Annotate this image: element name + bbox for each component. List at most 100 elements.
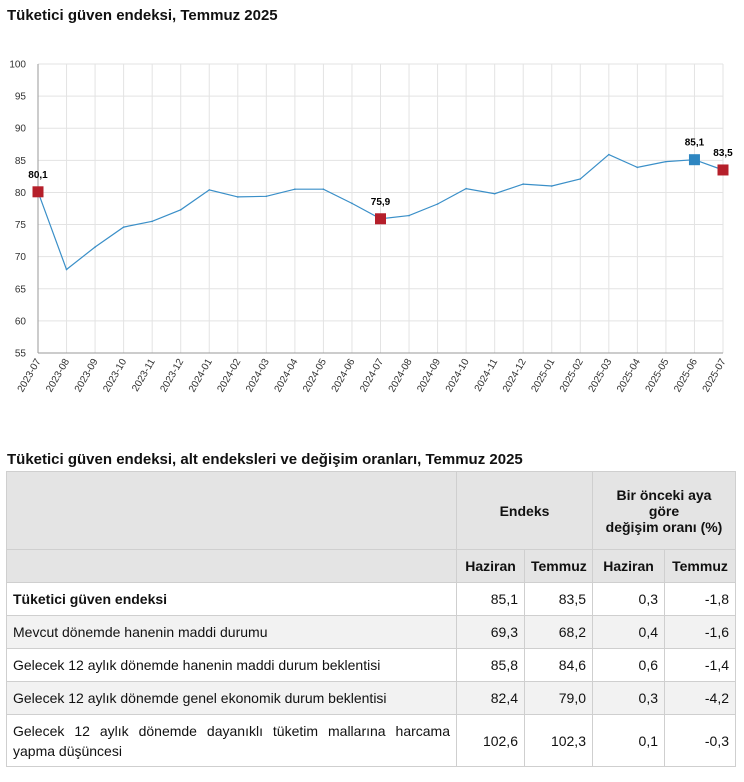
x-tick-label: 2024-09 — [415, 357, 443, 395]
x-tick-label: 2023-07 — [16, 357, 44, 395]
cell-change-temmuz: -1,8 — [665, 583, 736, 616]
highlight-marker — [33, 186, 44, 197]
data-point — [408, 215, 410, 217]
data-point — [465, 188, 467, 190]
header-change-line3: değişim oranı (%) — [599, 519, 729, 535]
data-point — [494, 193, 496, 195]
data-point — [266, 195, 268, 197]
data-point — [208, 189, 210, 191]
data-point — [180, 209, 182, 211]
y-tick-label: 80 — [15, 188, 27, 199]
data-point — [437, 203, 439, 205]
header-change-line1: Bir önceki aya — [599, 487, 729, 503]
cell-change-haziran: 0,1 — [593, 715, 665, 767]
cell-change-haziran: 0,4 — [593, 616, 665, 649]
table-row: Mevcut dönemde hanenin maddi durumu 69,3… — [7, 616, 736, 649]
data-label: 83,5 — [713, 148, 733, 159]
chart-title: Tüketici güven endeksi, Temmuz 2025 — [7, 7, 278, 24]
cell-haziran: 82,4 — [457, 682, 525, 715]
cell-change-haziran: 0,6 — [593, 649, 665, 682]
row-label: Gelecek 12 aylık dönemde hanenin maddi d… — [7, 649, 457, 682]
x-tick-label: 2025-03 — [587, 357, 615, 395]
cell-change-haziran: 0,3 — [593, 682, 665, 715]
cell-temmuz: 79,0 — [525, 682, 593, 715]
highlight-marker — [718, 164, 729, 175]
x-tick-label: 2024-07 — [358, 357, 386, 395]
data-label: 75,9 — [371, 197, 391, 208]
x-tick-label: 2024-12 — [501, 357, 529, 395]
x-tick-label: 2023-10 — [101, 357, 129, 395]
header-haziran-change: Haziran — [593, 550, 665, 583]
sub-index-table: Endeks Bir önceki aya göre değişim oranı… — [6, 471, 736, 767]
highlight-marker — [375, 213, 386, 224]
cell-temmuz: 68,2 — [525, 616, 593, 649]
x-tick-label: 2025-01 — [529, 357, 557, 395]
header-endeks: Endeks — [457, 472, 593, 550]
x-tick-label: 2025-05 — [644, 357, 672, 395]
header-row-groups: Endeks Bir önceki aya göre değişim oranı… — [7, 472, 736, 550]
table-row: Gelecek 12 aylık dönemde genel ekonomik … — [7, 682, 736, 715]
header-temmuz-endeks: Temmuz — [525, 550, 593, 583]
cell-haziran: 85,8 — [457, 649, 525, 682]
row-label: Gelecek 12 aylık dönemde genel ekonomik … — [7, 682, 457, 715]
data-point — [323, 188, 325, 190]
cell-change-temmuz: -1,4 — [665, 649, 736, 682]
cell-change-temmuz: -4,2 — [665, 682, 736, 715]
x-tick-label: 2024-04 — [273, 357, 301, 395]
cell-haziran: 102,6 — [457, 715, 525, 767]
header-change: Bir önceki aya göre değişim oranı (%) — [593, 472, 736, 550]
data-point — [123, 226, 125, 228]
x-tick-label: 2024-05 — [301, 357, 329, 395]
data-point — [608, 154, 610, 156]
data-point — [94, 246, 96, 248]
data-label: 85,1 — [685, 138, 705, 149]
header-blank-2 — [7, 550, 457, 583]
y-tick-label: 100 — [9, 60, 26, 71]
header-haziran-endeks: Haziran — [457, 550, 525, 583]
y-tick-label: 55 — [15, 349, 27, 360]
y-tick-label: 60 — [15, 316, 27, 327]
data-point — [294, 188, 296, 190]
cell-change-haziran: 0,3 — [593, 583, 665, 616]
y-tick-label: 75 — [15, 220, 27, 231]
x-tick-label: 2023-08 — [44, 357, 72, 395]
header-change-line2: göre — [599, 503, 729, 519]
row-label: Tüketici güven endeksi — [7, 583, 457, 616]
data-point — [637, 167, 639, 169]
y-tick-label: 65 — [15, 284, 27, 295]
x-tick-label: 2023-09 — [73, 357, 101, 395]
data-point — [151, 221, 153, 223]
y-tick-label: 70 — [15, 252, 27, 263]
x-tick-label: 2024-08 — [387, 357, 415, 395]
header-temmuz-change: Temmuz — [665, 550, 736, 583]
y-tick-label: 85 — [15, 156, 27, 167]
data-point — [579, 178, 581, 180]
cell-haziran: 69,3 — [457, 616, 525, 649]
header-row-months: Haziran Temmuz Haziran Temmuz — [7, 550, 736, 583]
x-tick-label: 2024-03 — [244, 357, 272, 395]
row-label: Mevcut dönemde hanenin maddi durumu — [7, 616, 457, 649]
x-tick-label: 2024-01 — [187, 357, 215, 395]
x-tick-label: 2023-11 — [130, 357, 158, 394]
data-label: 80,1 — [28, 170, 48, 181]
cell-haziran: 85,1 — [457, 583, 525, 616]
cell-temmuz: 102,3 — [525, 715, 593, 767]
data-point — [351, 203, 353, 205]
x-tick-label: 2024-11 — [473, 357, 501, 394]
x-tick-label: 2023-12 — [158, 357, 186, 395]
table-title: Tüketici güven endeksi, alt endeksleri v… — [7, 451, 523, 468]
x-tick-label: 2024-10 — [444, 357, 472, 395]
data-point — [665, 161, 667, 163]
cell-temmuz: 83,5 — [525, 583, 593, 616]
x-tick-label: 2025-06 — [672, 357, 700, 395]
data-point — [237, 196, 239, 198]
data-point — [66, 269, 68, 271]
cell-temmuz: 84,6 — [525, 649, 593, 682]
cell-change-temmuz: -1,6 — [665, 616, 736, 649]
table-row: Gelecek 12 aylık dönemde dayanıklı tüket… — [7, 715, 736, 767]
x-tick-label: 2025-07 — [701, 357, 729, 395]
data-point — [551, 185, 553, 187]
x-tick-label: 2025-04 — [615, 357, 643, 395]
x-tick-label: 2024-02 — [216, 357, 244, 395]
